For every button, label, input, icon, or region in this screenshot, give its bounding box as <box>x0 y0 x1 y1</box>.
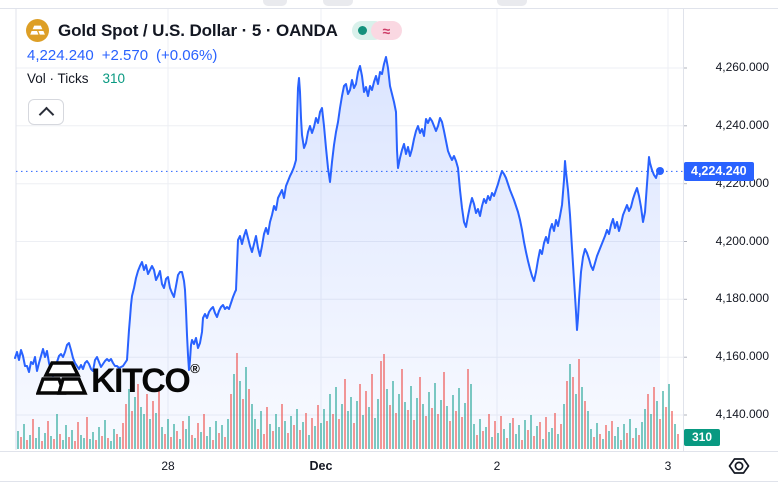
price-change-percent-text: (+0.06%) <box>156 47 218 64</box>
time-tick-label: Dec <box>309 459 333 473</box>
cut-off-toolbar-pill <box>323 0 353 6</box>
volume-label: 310 <box>684 429 721 446</box>
price-tick-label: 4,140.000 <box>715 407 769 421</box>
chevron-up-icon <box>38 106 54 122</box>
indicator-legend-row[interactable]: Vol · Ticks 310 <box>27 71 125 86</box>
registered-mark: ® <box>190 361 200 376</box>
time-tick-label: 28 <box>161 459 175 473</box>
time-scale[interactable]: 28 Dec 2 3 <box>0 451 778 482</box>
last-price-text: 4,224.240 <box>27 47 94 64</box>
time-tick-label: 3 <box>664 459 672 473</box>
kitco-watermark: KITCO ® <box>36 361 200 401</box>
cut-off-toolbar-pill <box>497 0 527 6</box>
widget-top-border <box>0 8 778 9</box>
last-price-label: 4,224.240 <box>684 161 754 181</box>
price-tick-label: 4,160.000 <box>715 349 769 364</box>
price-scale[interactable]: 4,260.000 4,240.000 4,220.000 4,200.000 4,18… <box>683 8 778 480</box>
gold-symbol-icon <box>26 19 49 42</box>
hexagon-settings-icon[interactable] <box>727 456 751 476</box>
symbol-legend-row[interactable]: Gold Spot / U.S. Dollar · 5 · OANDA ≈ <box>26 18 402 43</box>
price-tick-label: 4,180.000 <box>715 291 769 306</box>
price-tick-label: 4,240.000 <box>715 117 769 132</box>
price-tick-label: 4,200.000 <box>715 233 769 248</box>
watermark-brand-text: KITCO <box>91 362 191 400</box>
indicator-value: 310 <box>102 71 126 86</box>
delayed-data-icon: ≈ <box>370 21 402 40</box>
price-change-text: +2.570 <box>101 47 149 64</box>
symbol-title: Gold Spot / U.S. Dollar · 5 · OANDA <box>58 20 338 40</box>
time-tick-label: 2 <box>493 459 501 473</box>
price-tick-label: 4,260.000 <box>715 60 769 74</box>
gold-bars-icon <box>36 361 88 395</box>
cut-off-toolbar-pill <box>263 0 287 6</box>
market-status-pill[interactable]: ≈ <box>351 21 402 40</box>
price-legend-row: 4,224.240 +2.570 (+0.06%) <box>27 47 217 64</box>
collapse-legend-button[interactable] <box>28 99 64 125</box>
market-open-dot-icon <box>357 26 367 35</box>
indicator-label: Vol · Ticks <box>27 71 89 86</box>
